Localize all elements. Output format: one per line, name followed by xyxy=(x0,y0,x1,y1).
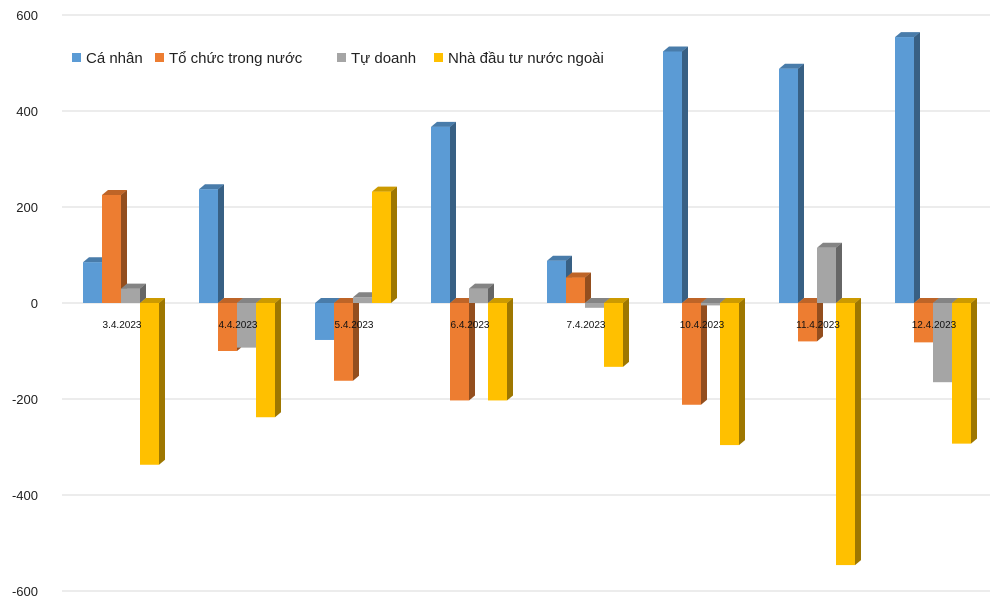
category-label: 4.4.2023 xyxy=(219,320,258,331)
bar xyxy=(720,298,745,446)
y-tick-label: 200 xyxy=(16,200,38,215)
y-tick-label: -200 xyxy=(12,392,38,407)
legend-label: Cá nhân xyxy=(86,50,143,67)
bar xyxy=(334,298,359,381)
legend-item: Nhà đầu tư nước ngoài xyxy=(434,50,604,67)
legend: Cá nhân Tổ chức trong nước Tự doanh Nhà đầu… xyxy=(72,50,604,67)
y-tick-label: -600 xyxy=(12,584,38,599)
category-label: 11.4.2023 xyxy=(796,320,840,331)
y-tick-label: -400 xyxy=(12,488,38,503)
category-labels: 3.4.2023 4.4.2023 5.4.2023 6.4.2023 7.4.2023… xyxy=(103,320,957,331)
bar xyxy=(817,242,842,303)
category-label: 7.4.2023 xyxy=(567,320,606,331)
bar xyxy=(431,121,456,303)
bar xyxy=(450,298,475,401)
bar xyxy=(604,298,629,367)
bar xyxy=(140,298,165,465)
legend-swatch xyxy=(434,53,443,62)
y-tick-label: 600 xyxy=(16,8,38,23)
bar xyxy=(256,298,281,418)
category-label: 12.4.2023 xyxy=(912,320,957,331)
y-tick-label: 0 xyxy=(31,296,38,311)
legend-label: Nhà đầu tư nước ngoài xyxy=(448,50,604,67)
legend-swatch xyxy=(337,53,346,62)
bar xyxy=(895,32,920,303)
legend-swatch xyxy=(72,53,81,62)
category-label: 6.4.2023 xyxy=(451,320,490,331)
category-label: 10.4.2023 xyxy=(680,320,725,331)
legend-swatch xyxy=(155,53,164,62)
bar xyxy=(566,272,591,303)
bar xyxy=(836,298,861,566)
bar xyxy=(488,298,513,401)
bar xyxy=(469,283,494,303)
legend-item: Tự doanh xyxy=(337,50,416,67)
bar xyxy=(798,298,823,342)
bar xyxy=(199,184,224,303)
bar xyxy=(102,190,127,303)
category-label: 3.4.2023 xyxy=(103,320,142,331)
y-tick-label: 400 xyxy=(16,104,38,119)
legend-item: Tổ chức trong nước xyxy=(155,50,303,67)
bar xyxy=(372,186,397,303)
bar xyxy=(952,298,977,444)
bar xyxy=(121,283,146,303)
y-axis-ticks: 600 400 200 0 -200 -400 -600 xyxy=(12,8,38,599)
category-label: 5.4.2023 xyxy=(335,320,374,331)
bar xyxy=(663,46,688,304)
bar xyxy=(682,298,707,405)
legend-label: Tổ chức trong nước xyxy=(169,50,303,67)
bar xyxy=(779,63,804,304)
legend-item: Cá nhân xyxy=(72,50,143,67)
bars xyxy=(83,32,977,566)
legend-label: Tự doanh xyxy=(351,50,416,67)
